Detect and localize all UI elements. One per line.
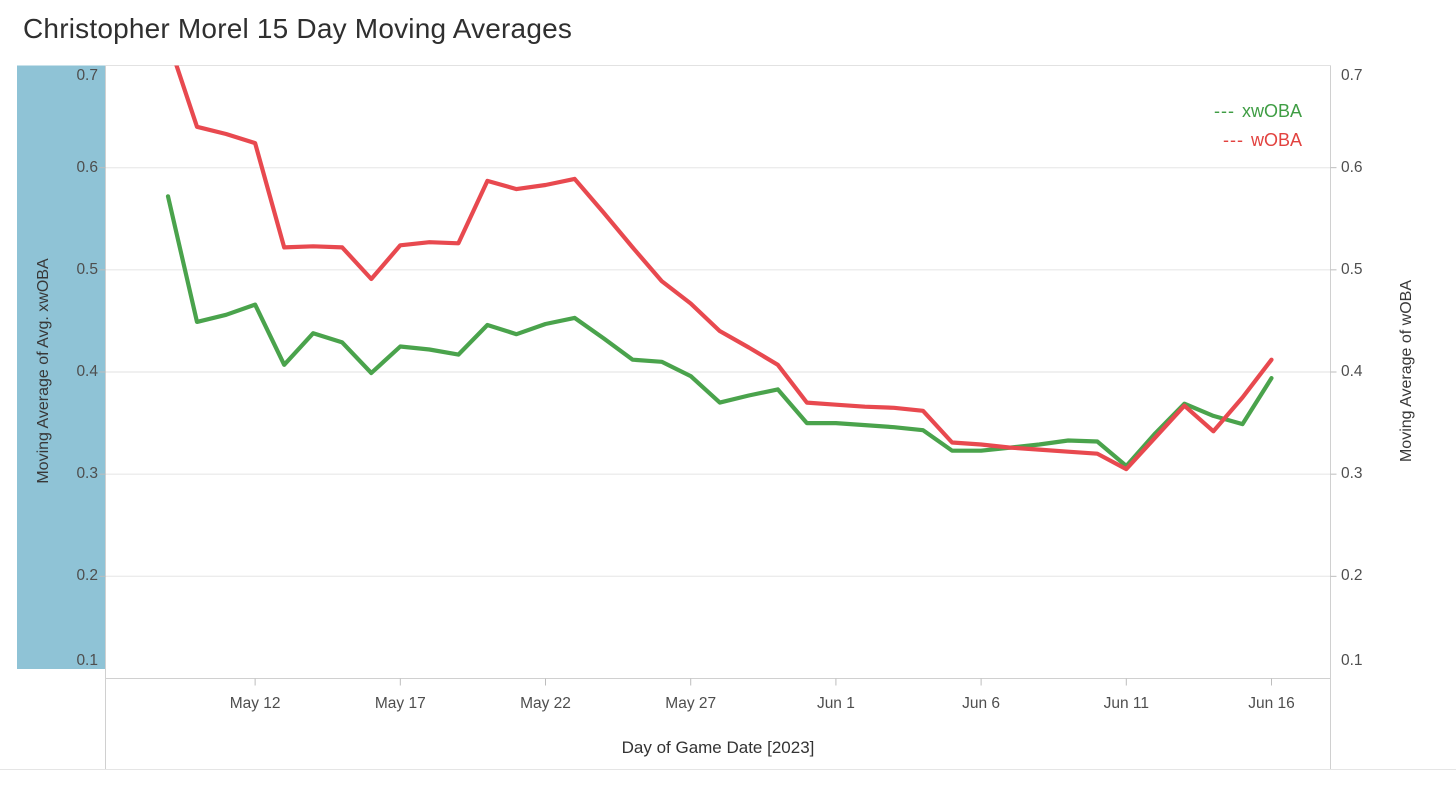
x-axis-title: Day of Game Date [2023] (621, 738, 815, 757)
x-tick-label: May 12 (229, 695, 281, 712)
y-tick-label-right: 0.1 (1341, 652, 1363, 669)
x-tick-label: May 22 (520, 695, 571, 712)
legend-label-xwoba: xwOBA (1241, 101, 1302, 121)
y-tick-label-left: 0.3 (76, 465, 98, 483)
y-tick-label-left: 0.4 (76, 363, 98, 380)
y-tick-label-right: 0.4 (1341, 363, 1363, 380)
x-tick-label: Jun 11 (1103, 695, 1149, 712)
x-tick-label: May 27 (665, 695, 717, 712)
y-tick-label-right: 0.5 (1341, 260, 1363, 278)
y-axis-title-left: Moving Average of Avg. xwOBA (35, 258, 52, 484)
y-axis-title-right: Moving Average of wOBA (1398, 279, 1415, 463)
legend-label-woba: wOBA (1250, 130, 1302, 150)
y-tick-label-right: 0.7 (1341, 67, 1363, 84)
xwoba-line (165, 194, 1274, 469)
y-tick-label-right: 0.2 (1341, 567, 1363, 585)
woba-line (174, 65, 1274, 472)
y-tick-label-left: 0.7 (76, 67, 98, 84)
legend-dash-swatch-xwoba: --- (1214, 101, 1235, 121)
x-tick-label: Jun 16 (1248, 695, 1295, 712)
x-tick-label: Jun 1 (816, 695, 855, 712)
x-tick-label: Jun 6 (962, 695, 1001, 712)
y-tick-label-left: 0.2 (76, 567, 98, 585)
y-tick-label-left: 0.5 (76, 260, 98, 278)
legend-item-xwoba[interactable]: --- xwOBA (1214, 101, 1302, 121)
y-tick-label-right: 0.6 (1341, 158, 1363, 176)
chart-title: Christopher Morel 15 Day Moving Averages (23, 13, 573, 44)
y-tick-label-right: 0.3 (1341, 465, 1363, 483)
legend-item-woba[interactable]: --- wOBA (1223, 130, 1302, 150)
x-tick-label: May 17 (374, 695, 426, 712)
y-tick-label-left: 0.6 (76, 158, 98, 176)
y-tick-label-left: 0.1 (76, 652, 98, 669)
legend-dash-swatch-woba: --- (1223, 130, 1244, 150)
